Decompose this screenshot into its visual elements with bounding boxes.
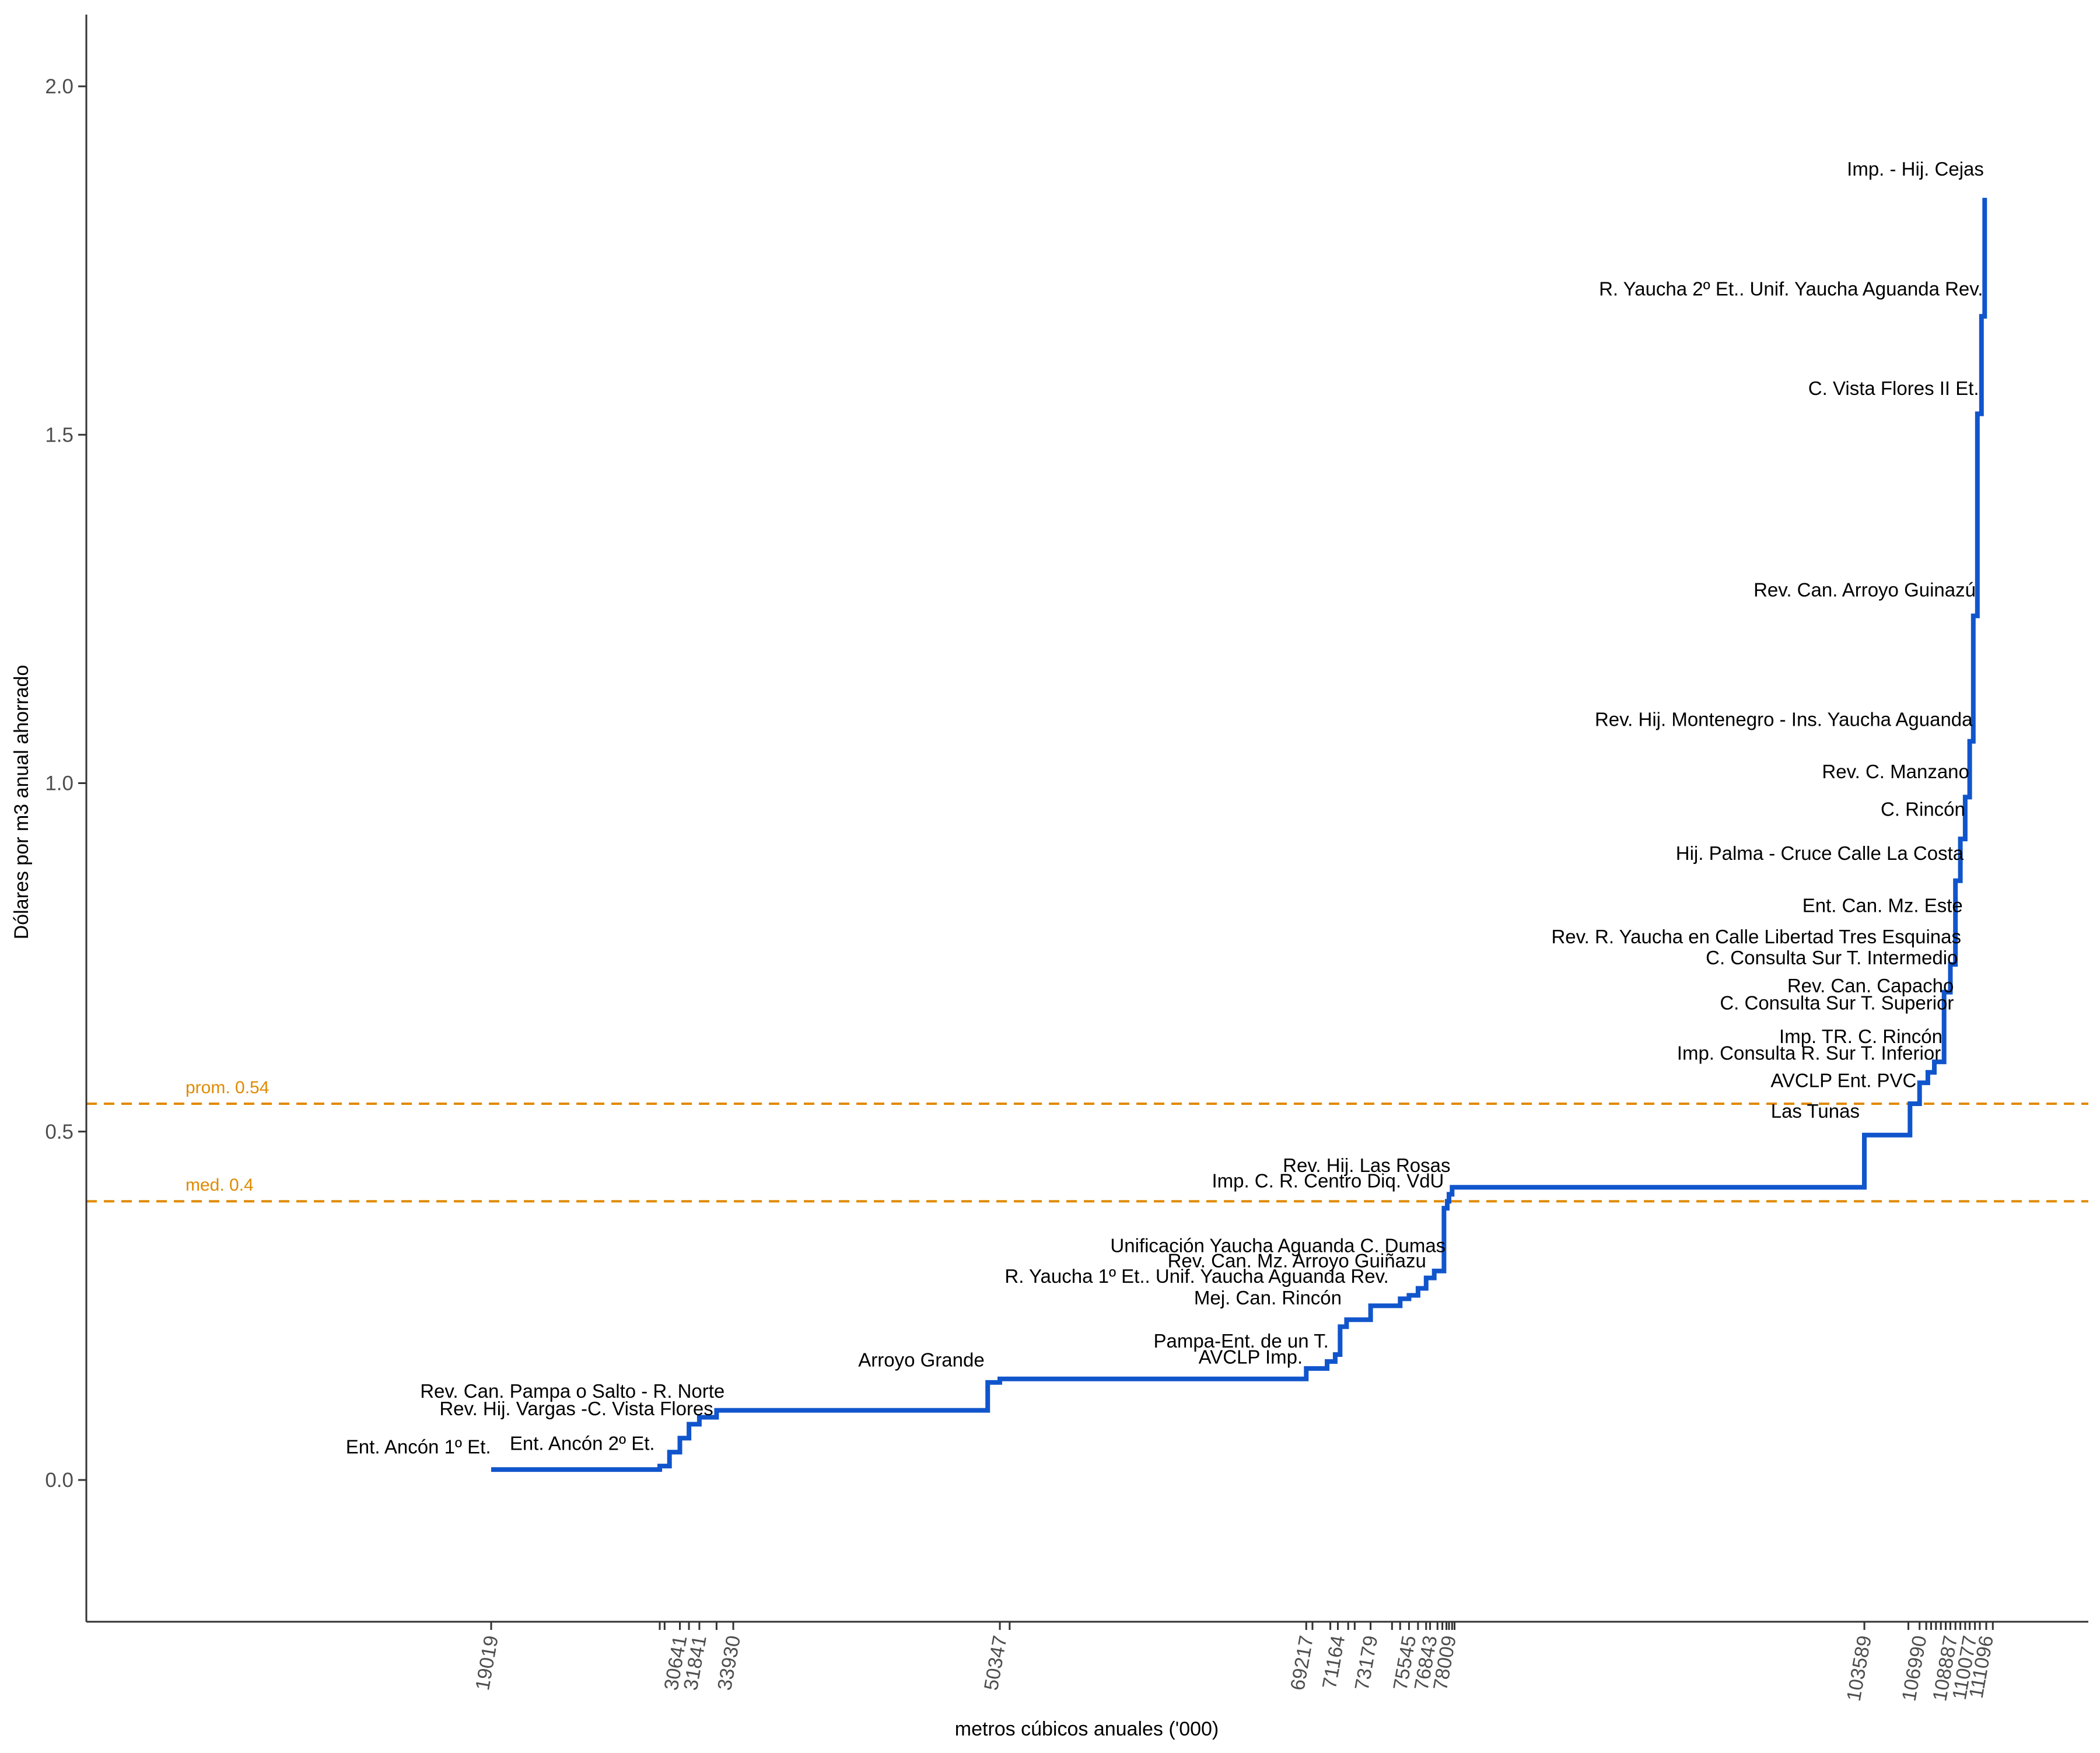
annotation-label-24: AVCLP Imp. (1199, 1346, 1303, 1368)
reference-line-label-1: med. 0.4 (186, 1175, 254, 1195)
annotations-layer: Imp. - Hij. Cejas R. Yaucha 2º Et.. Unif.… (346, 158, 1984, 1458)
y-tick-label-0: 0.0 (45, 1469, 74, 1492)
series-line-0 (491, 198, 1987, 1472)
annotation-label-8: Ent. Can. Mz. Este (1803, 895, 1963, 916)
annotation-label-26: Rev. Can. Pampa o Salto - R. Norte (420, 1380, 724, 1402)
annotation-label-0: Imp. - Hij. Cejas (1847, 158, 1984, 180)
annotation-label-4: Rev. Hij. Montenegro - Ins. Yaucha Aguan… (1595, 709, 1973, 730)
annotation-label-28: Ent. Ancón 2º Et. (510, 1433, 655, 1454)
annotation-label-11: Rev. Can. Capacho (1787, 975, 1954, 996)
reference-lines: prom. 0.54 med. 0.4 (86, 1078, 2088, 1203)
annotation-label-25: Arroyo Grande (858, 1349, 984, 1370)
y-tick-label-3: 1.5 (45, 424, 74, 446)
annotation-label-22: Mej. Can. Rincón (1194, 1287, 1342, 1308)
annotation-label-21: R. Yaucha 1º Et.. Unif. Yaucha Aguanda R… (1005, 1265, 1388, 1287)
annotation-label-19: Unificación Yaucha Aguanda C. Dumas (1110, 1234, 1446, 1256)
annotation-label-3: Rev. Can. Arroyo Guinazú (1754, 579, 1976, 600)
annotation-label-9: Rev. R. Yaucha en Calle Libertad Tres Es… (1551, 926, 1961, 947)
annotation-label-5: Rev. C. Manzano (1822, 761, 1969, 782)
annotation-label-12: C. Consulta Sur T. Superior (1720, 992, 1954, 1014)
annotation-label-27: Rev. Hij. Vargas -C. Vista Flores (439, 1398, 713, 1419)
y-tick-label-1: 0.5 (45, 1121, 74, 1143)
reference-line-label-0: prom. 0.54 (186, 1078, 269, 1097)
annotation-label-23: Pampa-Ent. de un T. (1154, 1330, 1329, 1352)
annotation-label-13: Imp. TR. C. Rincón (1779, 1026, 1943, 1047)
y-tick-label-2: 1.0 (45, 772, 74, 795)
annotation-label-2: C. Vista Flores II Et. (1808, 377, 1979, 399)
annotation-label-15: AVCLP Ent. PVC (1770, 1069, 1916, 1091)
annotation-label-18: Imp. C. R. Centro Diq. VdU (1212, 1170, 1444, 1191)
annotation-label-10: C. Consulta Sur T. Intermedio (1706, 947, 1958, 968)
annotation-label-6: C. Rincón (1881, 799, 1965, 820)
y-tick-label-4: 2.0 (45, 75, 74, 98)
x-axis-title: metros cúbicos anuales ('000) (955, 1718, 1219, 1740)
series-layer (491, 198, 1987, 1472)
annotation-label-7: Hij. Palma - Cruce Calle La Costa (1676, 842, 1964, 864)
annotation-label-20: Rev. Can. Mz. Arroyo Guiñazu (1168, 1250, 1426, 1272)
annotation-label-17: Rev. Hij. Las Rosas (1283, 1154, 1450, 1176)
y-axis-title: Dólares por m3 anual ahorrado (10, 665, 33, 940)
annotation-label-14: Imp. Consulta R. Sur T. Inferior (1677, 1042, 1941, 1064)
annotation-label-1: R. Yaucha 2º Et.. Unif. Yaucha Aguanda R… (1599, 278, 1983, 299)
annotation-label-29: Ent. Ancón 1º Et. (346, 1436, 491, 1458)
annotation-label-16: Las Tunas (1771, 1100, 1860, 1122)
